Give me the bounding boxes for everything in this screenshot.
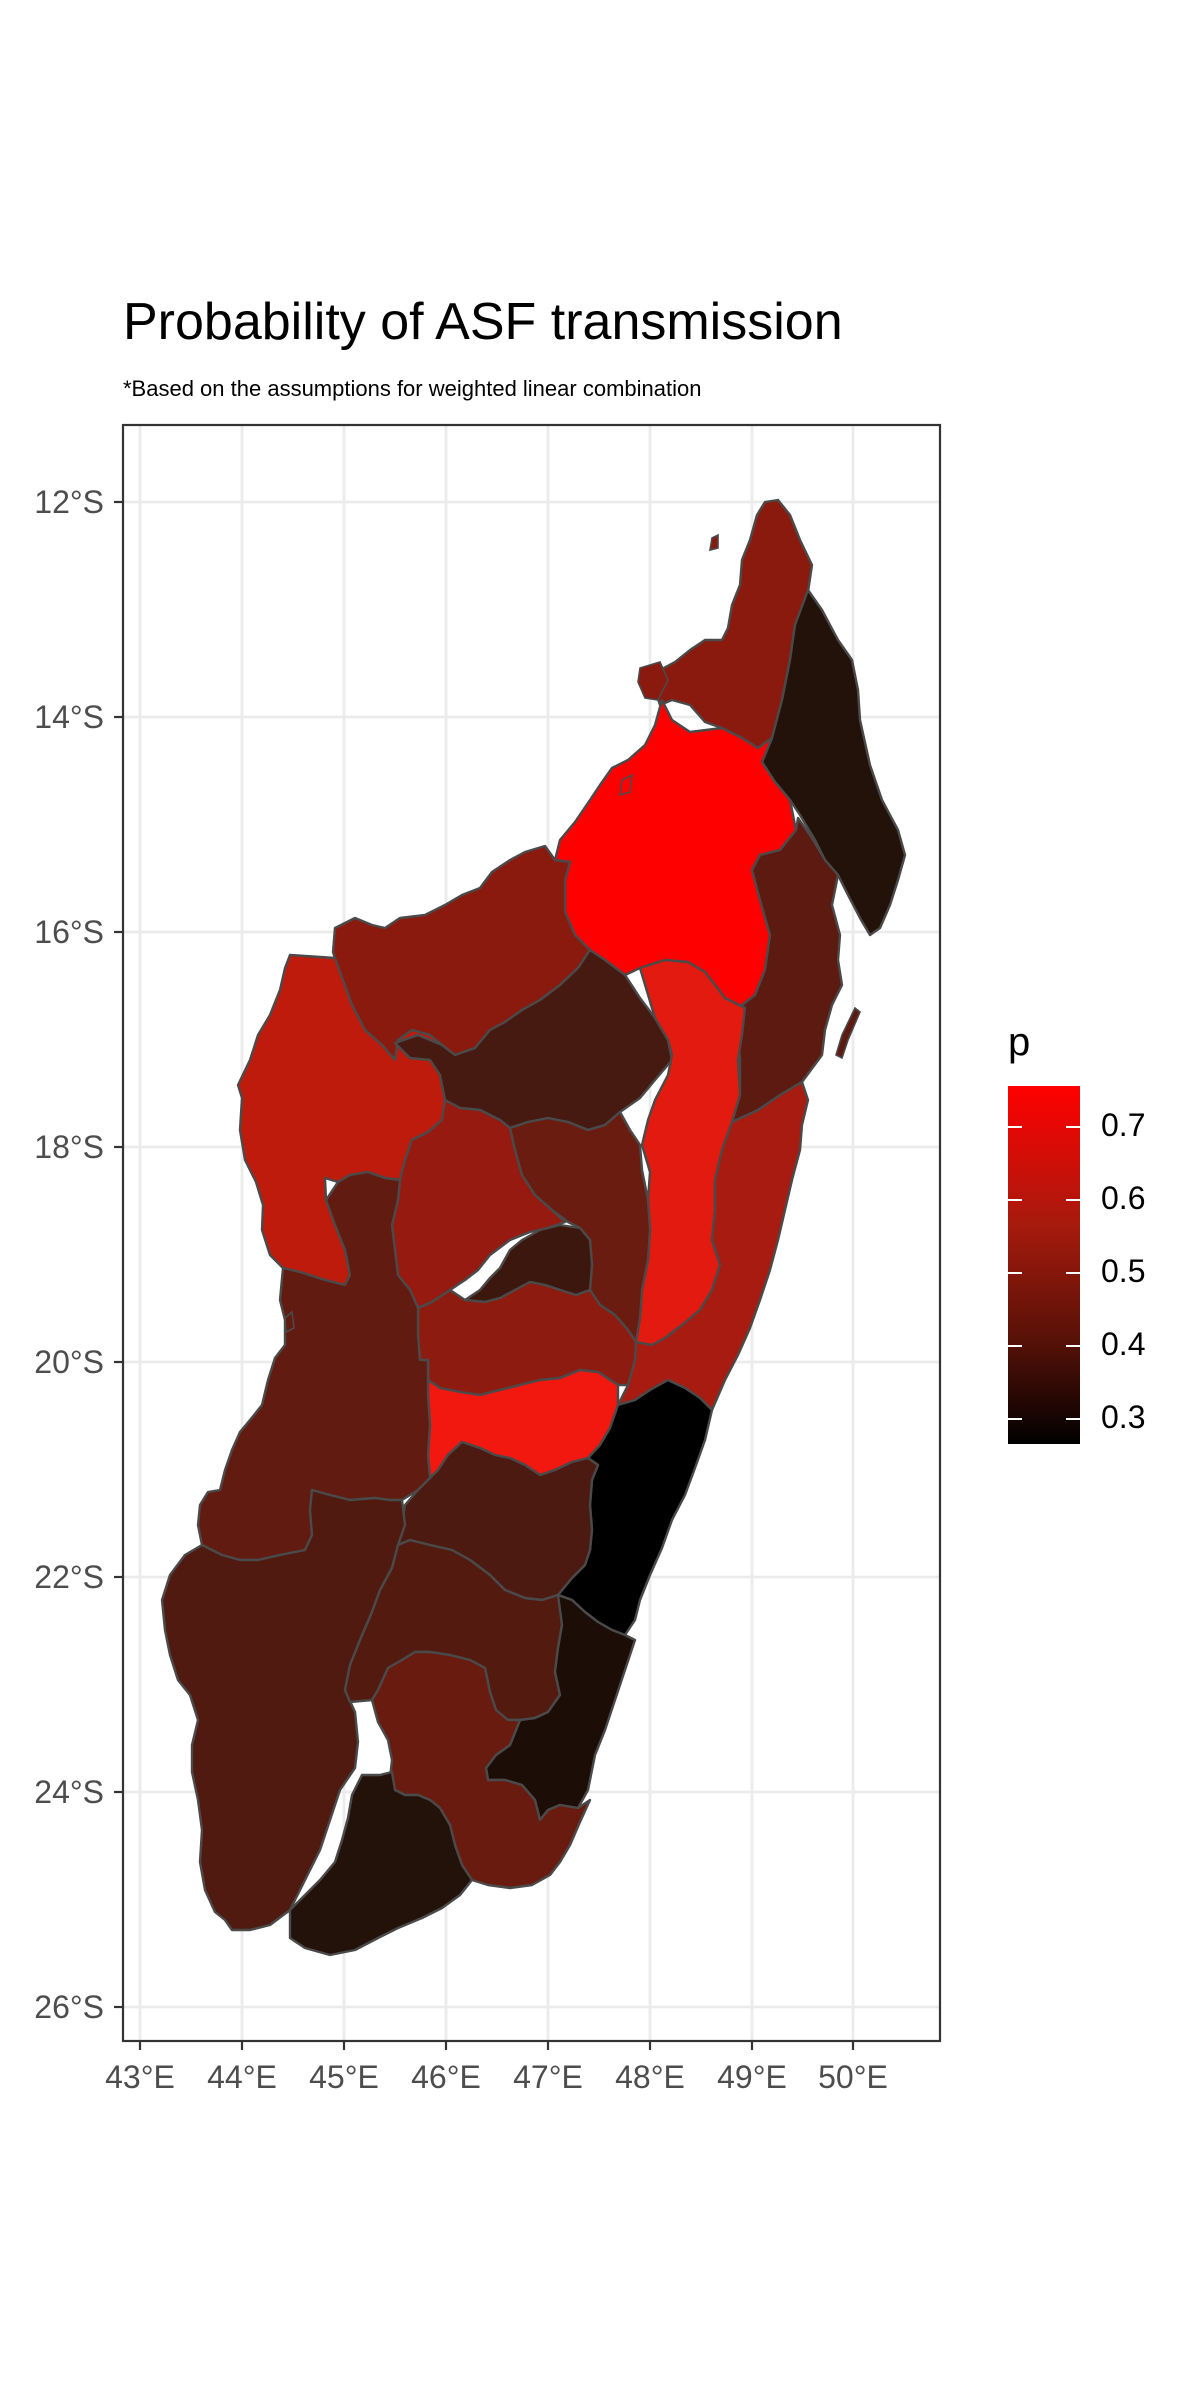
x-tick-label: 48°E <box>615 2059 685 2095</box>
panel-border <box>121 423 942 2043</box>
legend-tick-mark <box>1066 1272 1080 1274</box>
legend-colorbar <box>1008 1086 1080 1444</box>
islet-north-islands <box>709 533 719 552</box>
x-axis: 43°E 44°E 45°E 46°E 47°E 48°E 49°E 50°E <box>105 2041 888 2095</box>
legend-tick-mark <box>1066 1418 1080 1420</box>
legend-tick-mark <box>1008 1345 1022 1347</box>
map-title: Probability of ASF transmission <box>123 293 843 351</box>
legend-tick-mark <box>1008 1199 1022 1201</box>
offshore-islets <box>284 533 861 1334</box>
region-far-south <box>288 1770 474 1957</box>
x-tick-label: 43°E <box>105 2059 175 2095</box>
region-southwest <box>160 1488 407 1932</box>
y-tick-label: 18°S <box>34 1129 104 1165</box>
islet-west-coast <box>284 1310 295 1334</box>
legend-title: p <box>1008 1020 1031 1064</box>
legend-tick-mark <box>1008 1418 1022 1420</box>
x-tick-label: 44°E <box>207 2059 277 2095</box>
y-tick-label: 20°S <box>34 1344 104 1380</box>
y-tick-label: 16°S <box>34 914 104 950</box>
panel <box>121 423 942 2043</box>
x-tick-label: 47°E <box>513 2059 583 2095</box>
legend-label: 0.3 <box>1101 1399 1146 1435</box>
legend-label: 0.6 <box>1101 1180 1146 1216</box>
y-tick-label: 14°S <box>34 699 104 735</box>
legend-tick-mark <box>1066 1345 1080 1347</box>
legend-tick-mark <box>1008 1126 1022 1128</box>
legend-tick-mark <box>1008 1272 1022 1274</box>
y-axis: 12°S 14°S 16°S 18°S 20°S 22°S 24°S 26°S <box>34 484 123 2025</box>
legend-label: 0.4 <box>1101 1326 1146 1362</box>
legend-label: 0.5 <box>1101 1253 1146 1289</box>
x-tick-label: 46°E <box>411 2059 481 2095</box>
y-tick-label: 24°S <box>34 1774 104 1810</box>
region-west-central-north <box>236 953 447 1287</box>
legend-tick-mark <box>1066 1199 1080 1201</box>
y-tick-label: 26°S <box>34 1989 104 2025</box>
x-tick-label: 50°E <box>818 2059 888 2095</box>
x-tick-label: 49°E <box>717 2059 787 2095</box>
legend-label: 0.7 <box>1101 1107 1146 1143</box>
x-tick-label: 45°E <box>309 2059 379 2095</box>
y-tick-label: 12°S <box>34 484 104 520</box>
islet-nosy-be <box>637 661 669 701</box>
islet-nosy-mitsio <box>619 773 633 797</box>
islet-sainte-marie <box>835 1006 861 1060</box>
region-polygons <box>160 498 907 1957</box>
y-tick-label: 22°S <box>34 1559 104 1595</box>
map-subtitle: *Based on the assumptions for weighted l… <box>123 376 702 401</box>
legend-tick-mark <box>1066 1126 1080 1128</box>
